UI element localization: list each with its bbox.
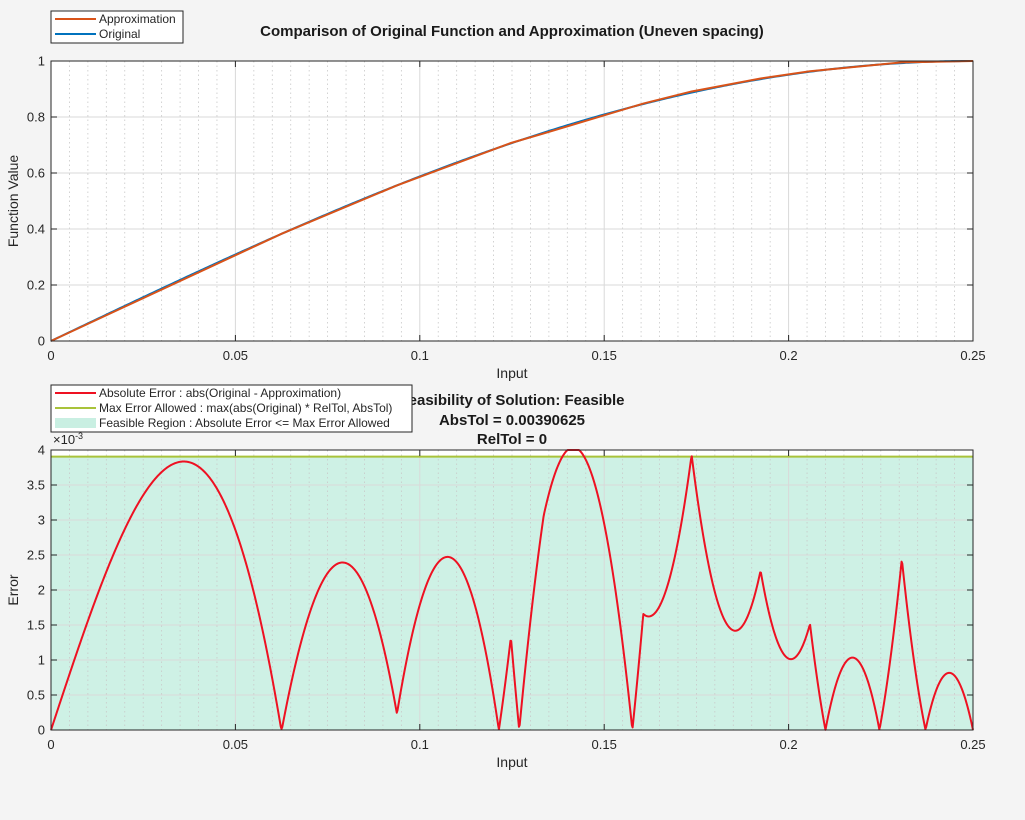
absolute-error-line xyxy=(50,449,974,731)
top-lines xyxy=(50,60,974,342)
top-y-tick-label: 0.2 xyxy=(27,278,45,293)
bottom-y-tick-label: 4 xyxy=(38,443,45,458)
bottom-legend: Absolute Error : abs(Original - Approxim… xyxy=(50,384,413,433)
top-chart-title: Comparison of Original Function and Appr… xyxy=(260,23,764,40)
top-y-tick-label: 0.6 xyxy=(27,166,45,181)
bottom-legend-label: Feasible Region : Absolute Error <= Max … xyxy=(99,416,390,430)
top-x-tick-label: 0.1 xyxy=(411,348,429,363)
bottom-title-line-1: Feasibility of Solution: Feasible xyxy=(399,392,624,409)
bottom-x-tick-label: 0.1 xyxy=(411,737,429,752)
top-x-tick-label: 0 xyxy=(47,348,54,363)
top-legend-box xyxy=(50,10,184,44)
bottom-y-tick-label: 3 xyxy=(38,513,45,528)
bottom-legend-swatch xyxy=(55,418,96,428)
bottom-x-axis-label: Input xyxy=(496,754,527,770)
bottom-legend-label: Absolute Error : abs(Original - Approxim… xyxy=(99,386,341,400)
bottom-grid xyxy=(51,450,973,730)
bottom-x-tick-label: 0.15 xyxy=(592,737,617,752)
top-x-tick-label: 0.05 xyxy=(223,348,248,363)
bottom-y-axis-label: Error xyxy=(5,574,21,605)
top-x-tick-label: 0.25 xyxy=(960,348,985,363)
top-y-tick-label: 0.8 xyxy=(27,110,45,125)
approximation-line xyxy=(50,60,974,342)
bottom-title-line-2: AbsTol = 0.00390625 xyxy=(439,412,585,429)
bottom-lines xyxy=(50,449,974,731)
bottom-y-tick-label: 2.5 xyxy=(27,548,45,563)
top-x-axis-label: Input xyxy=(496,365,527,381)
top-grid xyxy=(51,61,973,341)
bottom-legend-label: Max Error Allowed : max(abs(Original) * … xyxy=(99,401,392,415)
bottom-y-tick-label: 0 xyxy=(38,723,45,738)
bottom-y-exponent-base: ×10 xyxy=(53,432,75,447)
bottom-x-tick-label: 0.05 xyxy=(223,737,248,752)
top-y-axis-label: Function Value xyxy=(5,155,21,248)
bottom-ticks: 0 0.05 0.1 0.15 0.2 0.25 0 0.5 1 1.5 2 2.5 3 3.5 4 xyxy=(27,443,986,753)
bottom-y-tick-label: 1.5 xyxy=(27,618,45,633)
top-x-tick-label: 0.2 xyxy=(780,348,798,363)
bottom-x-tick-label: 0.2 xyxy=(780,737,798,752)
bottom-chart: 0 0.05 0.1 0.15 0.2 0.25 0 0.5 1 1.5 2 2.5 3 3.5 4 Fea… xyxy=(5,384,986,770)
top-ticks: 0 0.05 0.1 0.15 0.2 0.25 0 0.2 0.4 0.6 0.8 1 xyxy=(27,54,986,364)
top-legend-label: Approximation xyxy=(99,12,176,26)
bottom-title-line-3: RelTol = 0 xyxy=(477,431,547,448)
top-legend-label: Original xyxy=(99,27,140,41)
top-y-tick-label: 0.4 xyxy=(27,222,45,237)
bottom-x-tick-label: 0 xyxy=(47,737,54,752)
bottom-y-exponent: ×10-3 xyxy=(53,431,83,447)
bottom-y-tick-label: 2 xyxy=(38,583,45,598)
top-axes-box xyxy=(50,60,974,342)
top-y-tick-label: 1 xyxy=(38,54,45,69)
bottom-y-tick-label: 0.5 xyxy=(27,688,45,703)
bottom-y-tick-label: 3.5 xyxy=(27,478,45,493)
top-chart: 0 0.05 0.1 0.15 0.2 0.25 0 0.2 0.4 0.6 0.8 1 Compar… xyxy=(5,10,986,381)
bottom-x-tick-label: 0.25 xyxy=(960,737,985,752)
top-x-tick-label: 0.15 xyxy=(592,348,617,363)
bottom-y-tick-label: 1 xyxy=(38,653,45,668)
bottom-legend-box xyxy=(50,384,413,433)
bottom-y-exponent-power: -3 xyxy=(75,431,83,441)
top-y-tick-label: 0 xyxy=(38,334,45,349)
